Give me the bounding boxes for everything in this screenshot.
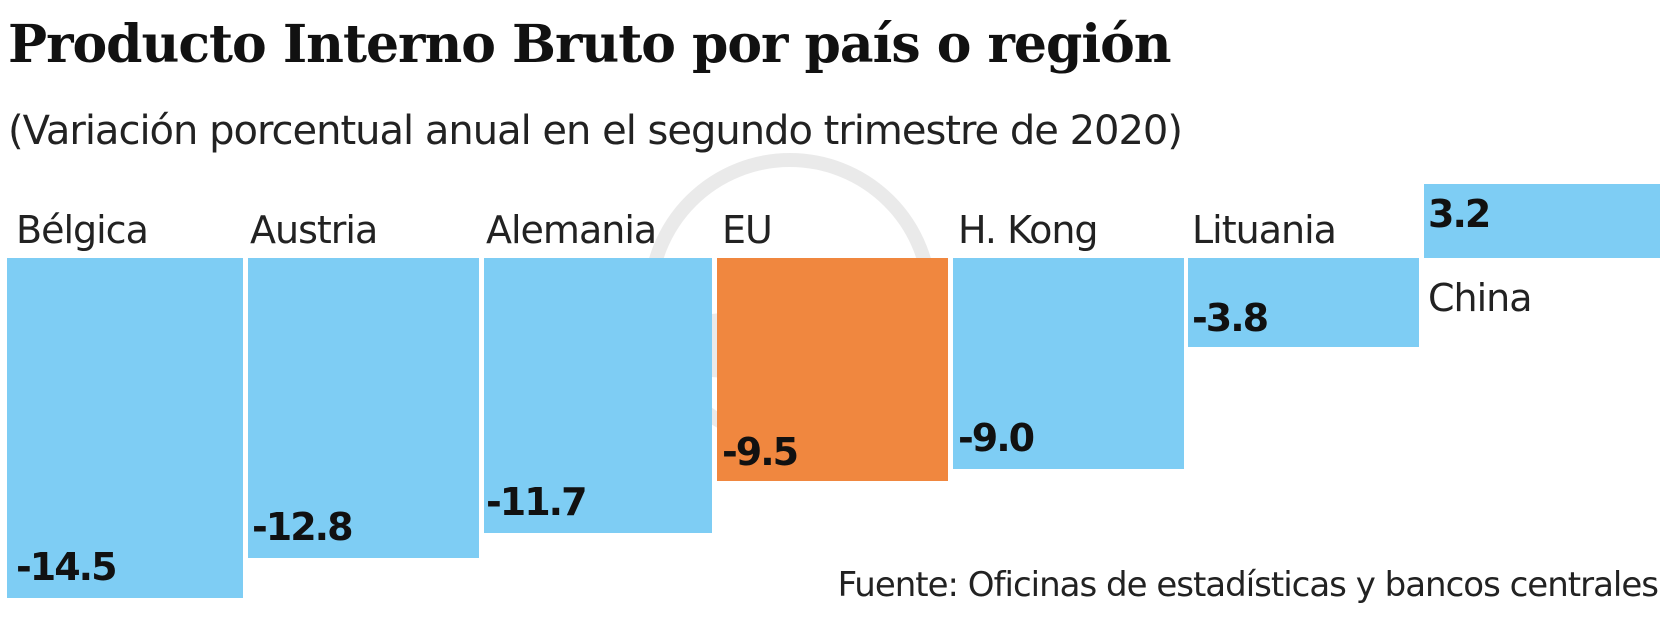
label-austria: Austria (250, 208, 378, 252)
bar-eu (717, 258, 948, 481)
label-hong-kong: H. Kong (958, 208, 1099, 252)
label-eu: EU (722, 208, 773, 252)
bar-lituania (1188, 258, 1419, 347)
source-note: Fuente: Oficinas de estadísticas y banco… (837, 565, 1659, 605)
label-lituania: Lituania (1192, 208, 1337, 252)
value-hong-kong: -9.0 (958, 416, 1035, 460)
value-alemania: -11.7 (486, 480, 588, 524)
value-eu: -9.5 (722, 430, 799, 474)
value-china: 3.2 (1428, 192, 1491, 236)
bar-china (1424, 184, 1660, 258)
bar-austria (248, 258, 479, 558)
value-lituania: -3.8 (1192, 296, 1269, 340)
label-china: China (1428, 276, 1533, 320)
chart-title: Producto Interno Bruto por país o región (8, 14, 1172, 75)
value-austria: -12.8 (252, 505, 354, 549)
value-belgica: -14.5 (16, 545, 118, 589)
label-alemania: Alemania (486, 208, 657, 252)
label-belgica: Bélgica (16, 208, 149, 252)
bar-alemania (484, 258, 712, 533)
bar-hong-kong (953, 258, 1184, 469)
chart-subtitle: (Variación porcentual anual en el segund… (8, 108, 1183, 154)
bar-belgica (7, 258, 243, 598)
